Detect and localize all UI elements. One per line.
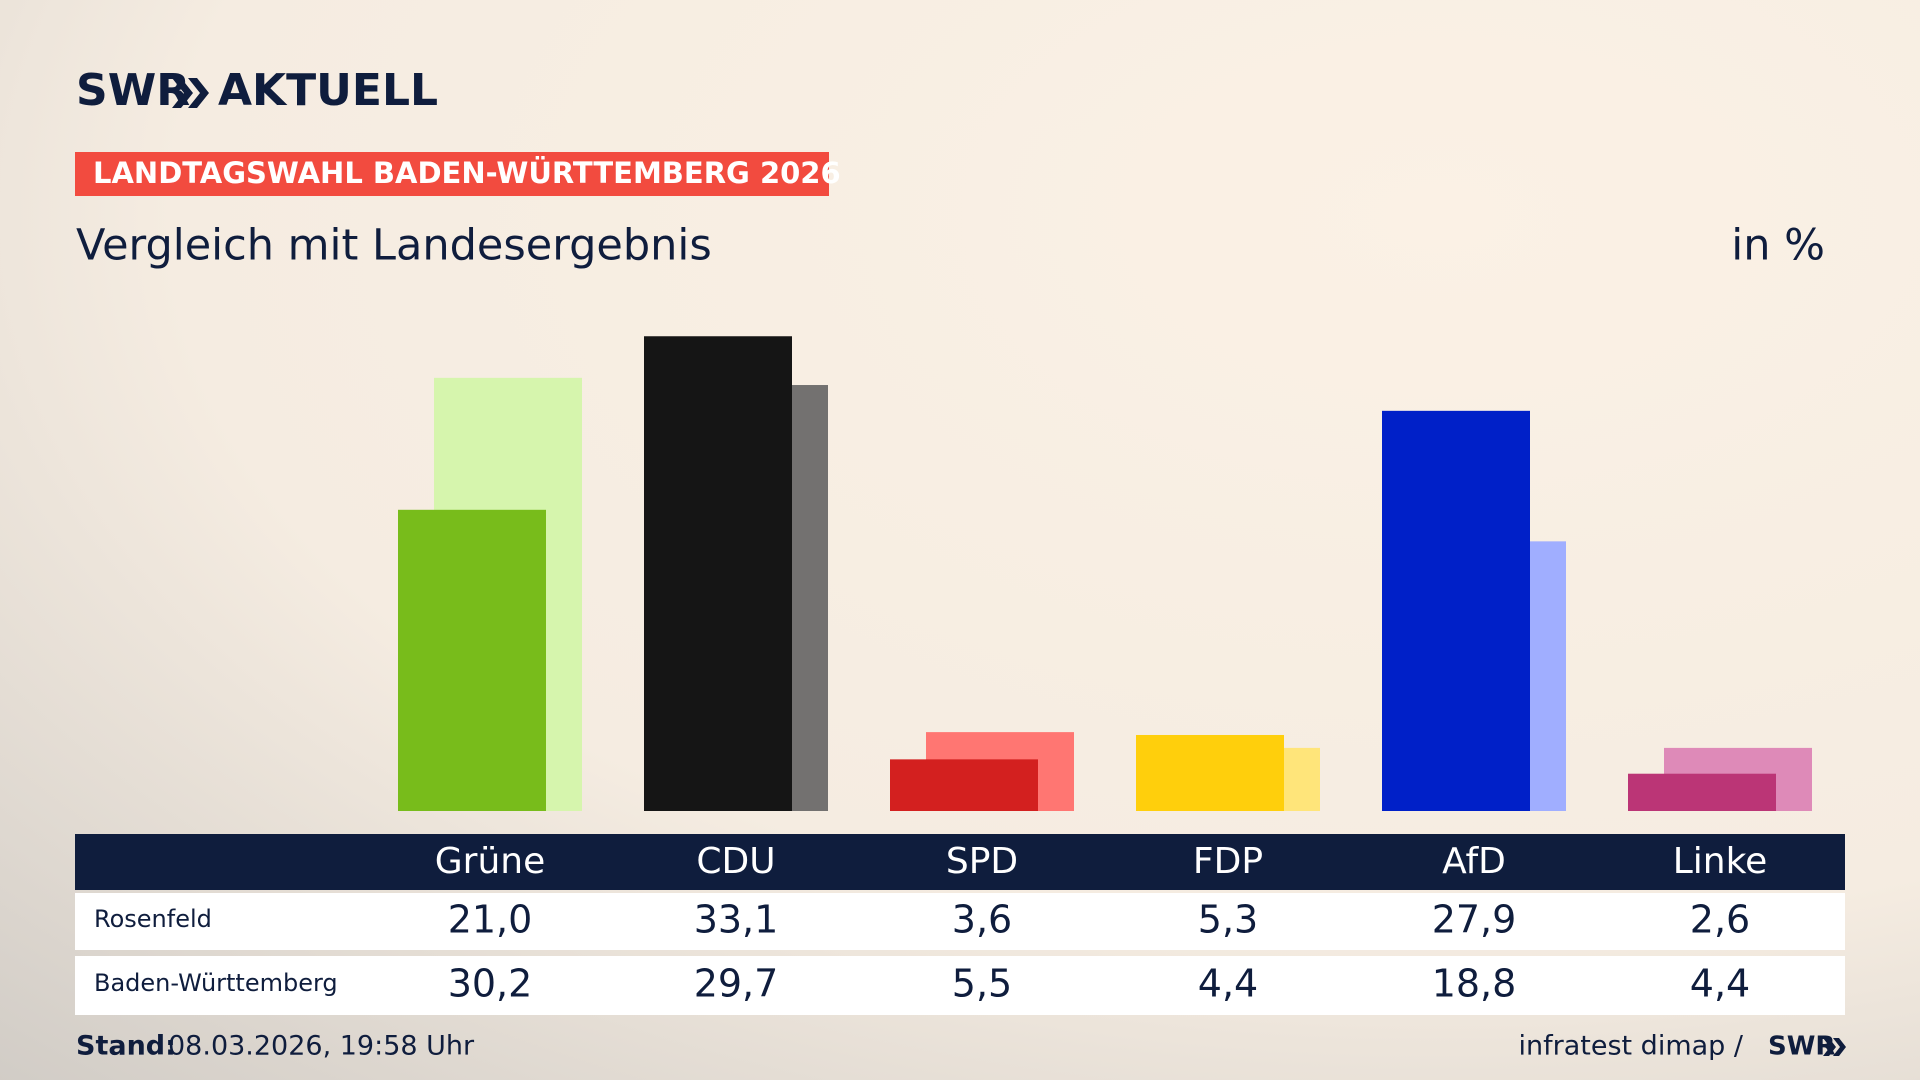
value-label: 2,6: [1690, 898, 1750, 942]
brand: AKTUELL: [218, 65, 438, 116]
value-label: 27,9: [1432, 898, 1517, 942]
bar: [1382, 410, 1530, 811]
table-row: [75, 956, 1845, 1015]
value-label: 3,6: [952, 898, 1012, 942]
value-label: 18,8: [1432, 962, 1517, 1006]
column-header: AfD: [1442, 841, 1506, 882]
kicker-banner: [75, 152, 829, 196]
value-label: 5,3: [1198, 898, 1258, 942]
value-label: 21,0: [448, 898, 533, 942]
stand: 08.03.2026, 19:58 Uhr: [168, 1031, 475, 1062]
stand-label: Stand:: [76, 1031, 176, 1062]
kicker: LANDTAGSWAHL BADEN-WÜRTTEMBERG 2026: [93, 156, 841, 190]
chart-title: Vergleich mit Landesergebnis: [76, 221, 712, 271]
value-label: 29,7: [694, 962, 779, 1006]
row-label: Baden-Württemberg: [94, 969, 338, 997]
column-header: CDU: [696, 841, 775, 882]
row-label: Rosenfeld: [94, 905, 212, 933]
value-label: 4,4: [1198, 962, 1258, 1006]
value-label: 5,5: [952, 962, 1012, 1006]
logo-chevrons: [172, 78, 209, 108]
value-label: 4,4: [1690, 962, 1750, 1006]
table-header: [75, 834, 1845, 890]
bar: [398, 509, 546, 811]
column-header: Linke: [1673, 841, 1768, 882]
column-header: SPD: [946, 841, 1018, 882]
source: infratest dimap /: [1518, 1031, 1743, 1062]
source-chevrons: [1823, 1038, 1846, 1056]
bar: [890, 759, 1038, 811]
table-row: [75, 893, 1845, 950]
unit: in %: [1731, 221, 1825, 271]
bar: [644, 336, 792, 811]
value-label: 30,2: [448, 962, 533, 1006]
source-logo: SWR: [1768, 1032, 1835, 1062]
column-header: FDP: [1193, 841, 1263, 882]
column-header: Grüne: [435, 841, 545, 882]
bar: [1628, 773, 1776, 811]
logo: SWR: [76, 65, 190, 116]
value-label: 33,1: [694, 898, 779, 942]
bar: [1136, 734, 1284, 811]
